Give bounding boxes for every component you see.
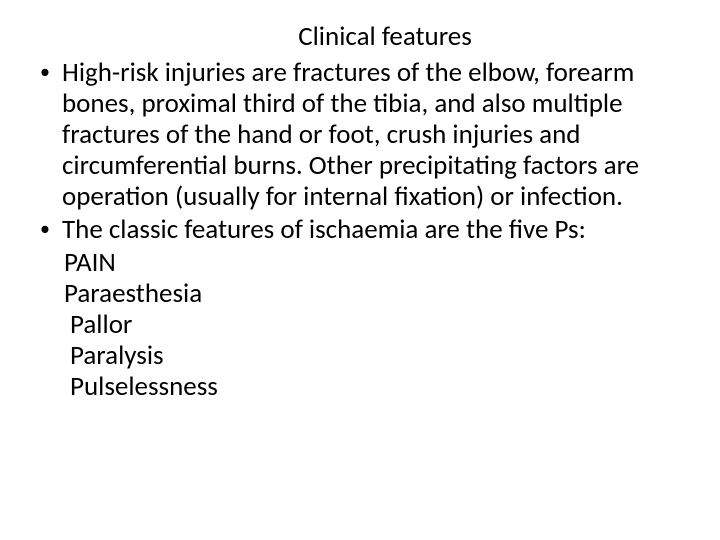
p-item: Paralysis — [64, 340, 690, 371]
p-item: Paraesthesia — [64, 278, 690, 309]
p-list: PAIN Paraesthesia Pallor Paralysis Pulse… — [40, 247, 690, 402]
p-item: Pallor — [64, 309, 690, 340]
p-item: Pulselessness — [64, 371, 690, 402]
bullet-text: The classic features of ischaemia are th… — [62, 214, 690, 245]
bullet-text: High-risk injuries are fractures of the … — [62, 57, 690, 212]
bullet-marker: • — [40, 214, 62, 245]
bullet-item: • The classic features of ischaemia are … — [40, 214, 690, 245]
bullet-item: • High-risk injuries are fractures of th… — [40, 57, 690, 212]
slide-content: • High-risk injuries are fractures of th… — [30, 57, 690, 403]
bullet-marker: • — [40, 57, 62, 212]
p-item: PAIN — [64, 247, 690, 278]
slide-title: Clinical features — [80, 20, 690, 53]
